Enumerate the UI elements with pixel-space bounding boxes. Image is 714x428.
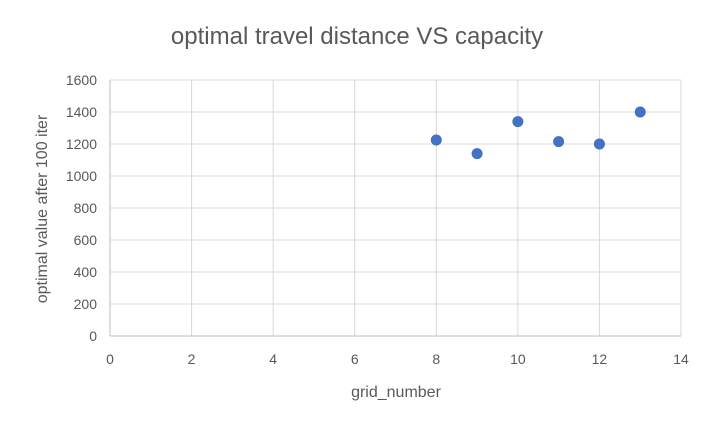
x-tick-label: 12 bbox=[592, 351, 608, 367]
x-tick-label: 8 bbox=[432, 351, 440, 367]
data-point bbox=[553, 136, 565, 148]
grid-layer bbox=[109, 79, 682, 336]
y-tick-label: 0 bbox=[89, 328, 97, 344]
y-tick-label: 200 bbox=[74, 296, 98, 312]
y-tick-label: 400 bbox=[74, 264, 98, 280]
data-point bbox=[430, 134, 442, 146]
data-point bbox=[593, 138, 605, 150]
x-tick-label: 0 bbox=[106, 351, 114, 367]
axis-layer bbox=[109, 80, 681, 337]
chart-title: optimal travel distance VS capacity bbox=[171, 23, 543, 50]
y-tick-label: 800 bbox=[74, 200, 98, 216]
x-tick-label: 2 bbox=[188, 351, 196, 367]
x-tick-label: 10 bbox=[510, 351, 526, 367]
y-tick-label: 1000 bbox=[66, 168, 97, 184]
data-point bbox=[512, 116, 524, 128]
x-tick-label: 4 bbox=[269, 351, 277, 367]
data-point-layer bbox=[430, 106, 646, 160]
y-axis-title: optimal value after 100 iter bbox=[34, 114, 51, 303]
y-tick-label: 1200 bbox=[66, 136, 97, 152]
tick-label-layer: 0 200 400 600 800 1000 1200 1400 1600 0 2 4 6 8 10 12 14 bbox=[66, 72, 689, 367]
x-tick-label: 6 bbox=[351, 351, 359, 367]
data-point bbox=[634, 106, 646, 118]
x-tick-label: 14 bbox=[673, 351, 689, 367]
data-point bbox=[471, 148, 483, 160]
y-tick-label: 600 bbox=[74, 232, 98, 248]
x-axis-title: grid_number bbox=[351, 384, 442, 401]
y-tick-label: 1600 bbox=[66, 72, 97, 88]
y-tick-label: 1400 bbox=[66, 104, 97, 120]
